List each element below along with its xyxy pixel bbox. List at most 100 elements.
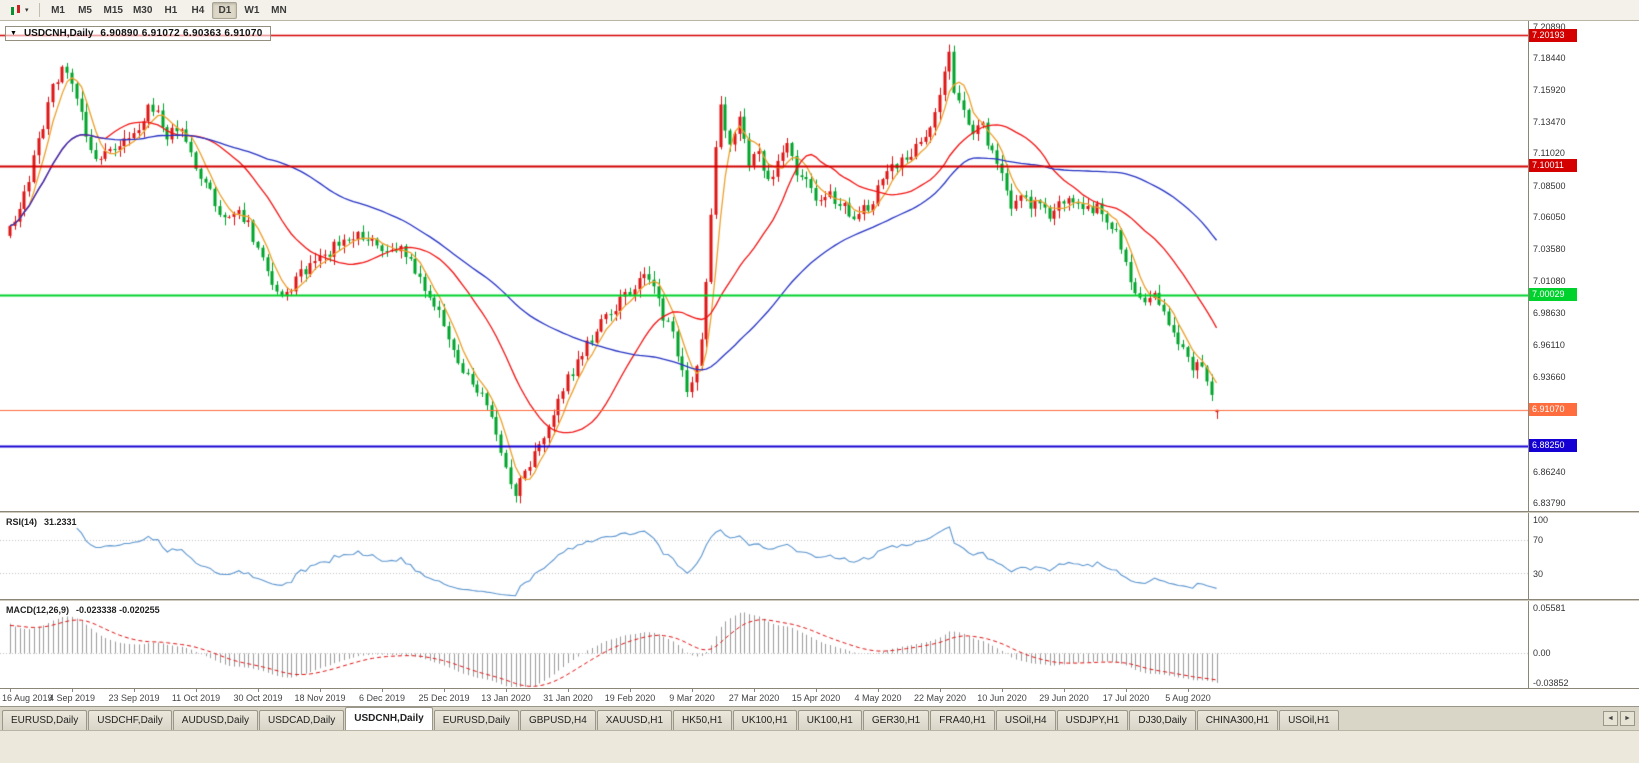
chart-tab[interactable]: XAUUSD,H1 bbox=[596, 710, 673, 730]
timeframe-button-h1[interactable]: H1 bbox=[164, 4, 178, 16]
date-label: 11 Oct 2019 bbox=[171, 693, 221, 703]
price-scale-tick: 7.20890 bbox=[1533, 21, 1566, 32]
chart-tabs-bar: EURUSD,Daily USDCHF,Daily AUDUSD,Daily USDC… bbox=[0, 706, 1639, 730]
chart-type-button[interactable]: ▾ bbox=[4, 1, 34, 19]
date-label: 19 Feb 2020 bbox=[604, 693, 656, 703]
price-level-badge: 7.20193 bbox=[1529, 28, 1577, 42]
timeframe-button-m5[interactable]: M5 bbox=[78, 4, 92, 16]
date-label: 31 Jan 2020 bbox=[543, 693, 593, 703]
timeframe-button-w1[interactable]: W1 bbox=[244, 4, 260, 16]
chart-tab[interactable]: USOil,H4 bbox=[995, 710, 1056, 730]
tab-scroll-left-icon[interactable]: ◄ bbox=[1603, 711, 1618, 726]
chart-tab[interactable]: EURUSD,Daily bbox=[2, 710, 88, 730]
time-axis-tick bbox=[1064, 689, 1065, 692]
macd-value: -0.023338 -0.020255 bbox=[76, 605, 160, 615]
time-axis-tick bbox=[1002, 689, 1003, 692]
price-scale-tick: 7.01080 bbox=[1533, 276, 1566, 287]
date-label: 6 Dec 2019 bbox=[358, 693, 406, 703]
tab-scroll-controls: ◄ ► bbox=[1603, 707, 1637, 730]
date-label: 18 Nov 2019 bbox=[294, 693, 346, 703]
price-scale-tick: 6.86240 bbox=[1533, 466, 1566, 477]
price-level-badge: 6.91070 bbox=[1529, 402, 1577, 416]
timeframe-button-h4[interactable]: H4 bbox=[191, 4, 205, 16]
rsi-value: 31.2331 bbox=[44, 517, 77, 527]
macd-scale-tick: 0.05581 bbox=[1533, 603, 1566, 613]
price-scale-tick: 6.96110 bbox=[1533, 340, 1565, 350]
timeframe-button-mn[interactable]: MN bbox=[271, 4, 287, 16]
toolbar-separator bbox=[38, 3, 40, 17]
chart-tab[interactable]: UK100,H1 bbox=[732, 710, 797, 730]
chart-tab[interactable]: USDJPY,H1 bbox=[1056, 710, 1129, 730]
time-axis-tick bbox=[382, 689, 383, 692]
date-label: 29 Jun 2020 bbox=[1039, 693, 1089, 703]
rsi-indicator-canvas[interactable] bbox=[0, 514, 1528, 599]
time-axis-tick bbox=[1126, 689, 1127, 692]
chart-tab[interactable]: USDCAD,Daily bbox=[259, 710, 345, 730]
macd-scale-tick: 0.00 bbox=[1533, 648, 1551, 659]
macd-name: MACD(12,26,9) bbox=[6, 605, 70, 615]
quick-trade-triangle-icon[interactable]: ▼ bbox=[10, 30, 17, 37]
price-scale-tick: 7.03580 bbox=[1533, 244, 1566, 254]
date-label: 13 Jan 2020 bbox=[481, 693, 531, 703]
price-scale-tick: 7.15920 bbox=[1533, 85, 1566, 96]
time-axis-tick bbox=[134, 689, 135, 692]
macd-indicator-canvas[interactable] bbox=[0, 602, 1528, 688]
chart-tab[interactable]: AUDUSD,Daily bbox=[172, 710, 259, 730]
price-scale-tick: 6.93660 bbox=[1533, 371, 1566, 382]
date-label: 27 Mar 2020 bbox=[728, 693, 780, 703]
time-axis-tick bbox=[506, 689, 507, 692]
timeframe-button-m30[interactable]: M30 bbox=[132, 4, 153, 16]
chevron-down-icon: ▾ bbox=[25, 7, 29, 14]
chart-tab[interactable]: GBPUSD,H4 bbox=[519, 710, 596, 730]
chart-tab[interactable]: USDCHF,Daily bbox=[88, 710, 172, 730]
chart-tab[interactable]: USOil,H1 bbox=[1279, 710, 1339, 730]
chart-tab[interactable]: HK50,H1 bbox=[673, 710, 732, 730]
price-scale-tick: 6.83790 bbox=[1533, 498, 1566, 509]
price-scale-tick: 7.06050 bbox=[1533, 212, 1566, 223]
chart-symbol-label: USDCNH,Daily bbox=[23, 28, 94, 39]
price-scale[interactable]: 7.20890 7.18440 7.15920 7.13470 7.11020 7.085… bbox=[1528, 21, 1639, 688]
date-label: 15 Apr 2020 bbox=[791, 693, 841, 703]
price-level-badge: 7.00029 bbox=[1529, 287, 1577, 301]
rsi-scale-tick: 30 bbox=[1533, 569, 1544, 579]
date-label: 4 Sep 2019 bbox=[48, 693, 96, 703]
timeframe-button-d1[interactable]: D1 bbox=[212, 1, 238, 19]
chart-tab[interactable]: FRA40,H1 bbox=[930, 710, 995, 730]
price-level-badge: 7.10011 bbox=[1529, 159, 1577, 173]
chart-tab[interactable]: USDCNH,Daily bbox=[345, 707, 433, 730]
time-axis[interactable]: 16 Aug 2019 4 Sep 2019 23 Sep 2019 11 Oct 2… bbox=[0, 688, 1639, 706]
chart-tab[interactable]: CHINA300,H1 bbox=[1196, 710, 1279, 730]
rsi-name: RSI(14) bbox=[6, 517, 38, 527]
time-axis-tick bbox=[320, 689, 321, 692]
time-axis-tick bbox=[692, 689, 693, 692]
date-label: 9 Mar 2020 bbox=[669, 693, 715, 703]
time-axis-tick bbox=[196, 689, 197, 692]
time-axis-tick bbox=[630, 689, 631, 692]
chart-tab[interactable]: EURUSD,Daily bbox=[433, 710, 519, 730]
time-axis-tick bbox=[72, 689, 73, 692]
price-chart-canvas[interactable] bbox=[0, 22, 1528, 511]
pane-divider-rsi[interactable] bbox=[0, 511, 1639, 513]
time-axis-tick bbox=[878, 689, 879, 692]
date-label: 23 Sep 2019 bbox=[108, 693, 160, 703]
time-axis-tick bbox=[258, 689, 259, 692]
price-scale-tick: 7.18440 bbox=[1533, 53, 1566, 63]
time-axis-tick bbox=[444, 689, 445, 692]
time-axis-tick bbox=[816, 689, 817, 692]
chart-title-box: ▼ USDCNH,Daily 6.90890 6.91072 6.90363 6… bbox=[5, 26, 271, 41]
chart-tab[interactable]: UK100,H1 bbox=[797, 710, 862, 730]
chart-window: 7.20890 7.18440 7.15920 7.13470 7.11020 7.085… bbox=[0, 21, 1639, 706]
date-label: 5 Aug 2020 bbox=[1165, 693, 1211, 703]
tab-scroll-right-icon[interactable]: ► bbox=[1620, 711, 1635, 726]
timeframe-buttons-group: M1 M5 M15 M30 H1 H4 D1 W1 MN bbox=[45, 1, 293, 19]
rsi-scale-tick: 70 bbox=[1533, 535, 1544, 545]
rsi-scale-tick: 100 bbox=[1533, 515, 1549, 525]
pane-divider-macd[interactable] bbox=[0, 599, 1639, 601]
chart-tab[interactable]: GER30,H1 bbox=[862, 710, 930, 730]
timeframe-button-m1[interactable]: M1 bbox=[51, 4, 65, 16]
chart-ohlc-values: 6.90890 6.91072 6.90363 6.91070 bbox=[100, 28, 263, 39]
timeframe-button-m15[interactable]: M15 bbox=[103, 4, 123, 16]
time-axis-tick bbox=[568, 689, 569, 692]
status-bar bbox=[0, 730, 1639, 763]
chart-tab[interactable]: DJ30,Daily bbox=[1129, 710, 1196, 730]
